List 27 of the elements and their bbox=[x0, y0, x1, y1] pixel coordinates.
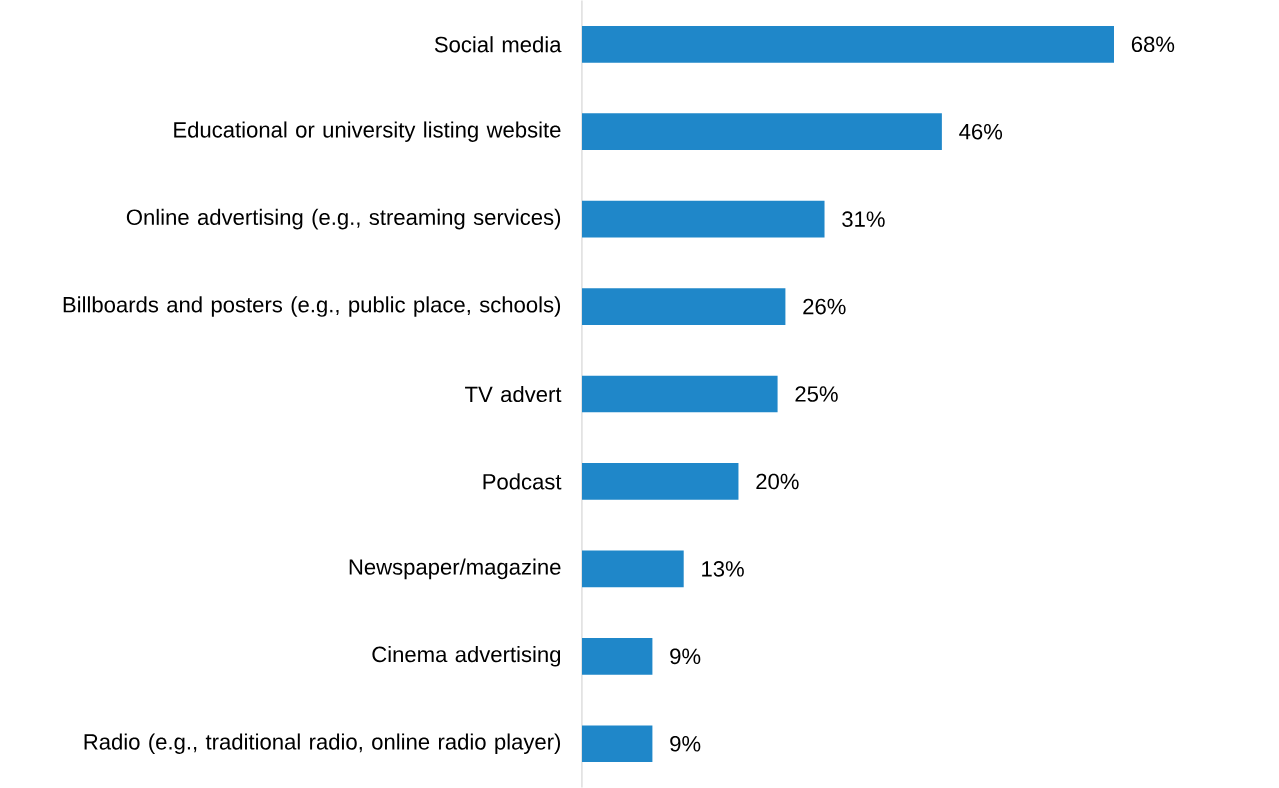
y-tick-label: Billboards and posters (e.g., public place, schools) bbox=[63, 296, 561, 317]
bar bbox=[582, 200, 825, 238]
bar bbox=[582, 113, 942, 151]
y-tick-label: Radio (e.g., traditional radio, online radio player) bbox=[84, 733, 561, 755]
y-tick-label: Social media bbox=[434, 36, 562, 53]
data-label: 20% bbox=[756, 473, 799, 490]
data-label: 9% bbox=[670, 648, 701, 665]
data-label: 68% bbox=[1131, 36, 1175, 53]
data-label: 31% bbox=[842, 211, 885, 227]
y-tick-label: Cinema advertising bbox=[372, 646, 561, 667]
data-label: 13% bbox=[702, 561, 744, 577]
y-tick-label: Podcast bbox=[483, 473, 562, 490]
bar bbox=[582, 725, 653, 763]
bar bbox=[582, 288, 786, 325]
y-tick-label: Educational or university listing website bbox=[174, 121, 561, 142]
bar bbox=[582, 550, 684, 588]
y-tick-label: Online advertising (e.g., streaming services) bbox=[126, 208, 561, 230]
y-tick-label: TV advert bbox=[465, 385, 562, 403]
data-label: 46% bbox=[959, 123, 1003, 140]
data-label: 9% bbox=[670, 735, 701, 752]
y-tick-label: Newspaper/magazine bbox=[349, 558, 561, 580]
bar bbox=[582, 25, 1114, 63]
data-label: 26% bbox=[803, 298, 846, 315]
bar bbox=[582, 637, 653, 675]
data-label: 25% bbox=[795, 386, 838, 402]
bar bbox=[582, 463, 739, 500]
bar bbox=[582, 375, 778, 413]
